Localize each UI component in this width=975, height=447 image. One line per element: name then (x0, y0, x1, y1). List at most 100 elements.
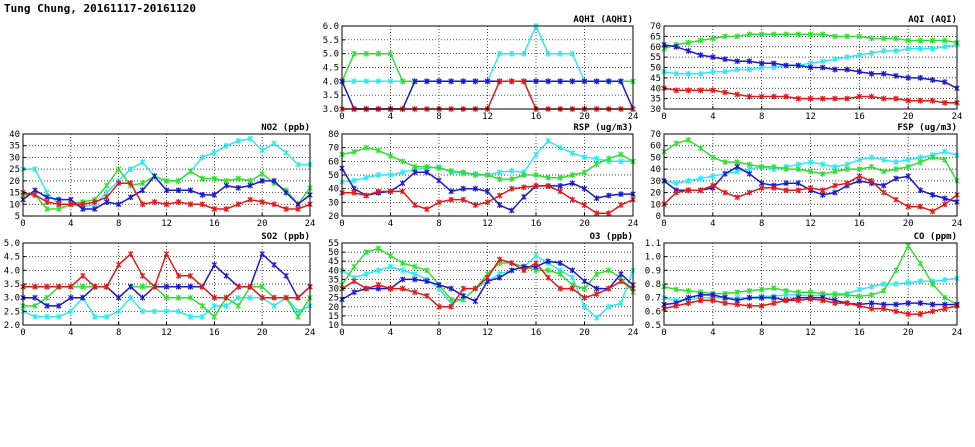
data-point-red (533, 260, 539, 266)
data-point-green (399, 158, 406, 165)
x-tick-label: 0 (339, 328, 344, 338)
data-point-red (697, 187, 704, 194)
data-point-blue (412, 169, 418, 176)
data-point-red (569, 196, 576, 203)
y-tick-label: 3.0 (323, 105, 339, 115)
data-point-blue (199, 192, 206, 198)
data-point-green (424, 163, 430, 170)
data-point-blue (115, 201, 122, 208)
data-point-red (151, 283, 158, 290)
data-point-red (56, 283, 62, 290)
data-point-red (673, 189, 679, 196)
data-point-blue (139, 294, 146, 301)
data-point-red (783, 187, 789, 194)
data-point-green (235, 302, 241, 309)
data-point-red (80, 272, 86, 279)
data-point-red (758, 93, 765, 100)
data-point-green (832, 33, 838, 40)
data-point-red (509, 260, 515, 266)
data-point-cyan (223, 142, 230, 149)
data-point-blue (685, 48, 692, 54)
data-point-cyan (893, 159, 899, 166)
data-point-red (581, 294, 588, 301)
data-point-red (496, 256, 503, 263)
data-point-green (856, 293, 863, 300)
data-point-blue (424, 78, 430, 85)
data-point-green (881, 35, 887, 42)
data-point-red (259, 294, 265, 301)
chart-title: NO2 (ppb) (261, 123, 310, 133)
data-point-green (375, 50, 382, 57)
data-point-cyan (295, 308, 301, 315)
data-point-red (387, 285, 394, 292)
y-tick-label: 5.0 (323, 50, 339, 60)
data-point-red (92, 199, 98, 205)
data-point-green (460, 169, 466, 176)
data-point-green (593, 161, 600, 167)
data-point-cyan (533, 252, 539, 259)
data-point-red (247, 283, 253, 290)
data-point-blue (127, 194, 134, 201)
data-point-red (472, 285, 479, 292)
x-tick-label: 12 (805, 112, 816, 122)
data-point-cyan (151, 308, 158, 315)
data-point-green (771, 163, 777, 170)
x-tick-label: 4 (710, 219, 715, 229)
data-point-red (819, 297, 826, 304)
data-point-red (569, 285, 576, 292)
data-point-cyan (545, 50, 551, 57)
data-point-red (722, 89, 728, 96)
y-tick-label: 10 (9, 200, 20, 210)
data-point-cyan (509, 50, 515, 57)
data-point-green (44, 294, 50, 301)
x-tick-label: 16 (854, 219, 865, 229)
data-point-cyan (710, 68, 716, 75)
data-point-blue (351, 289, 357, 296)
data-point-red (175, 272, 182, 279)
data-point-red (448, 303, 454, 310)
data-point-blue (424, 169, 430, 176)
x-tick-label: 24 (952, 219, 963, 229)
data-point-red (722, 300, 728, 307)
data-point-blue (509, 267, 515, 274)
data-point-cyan (593, 155, 600, 162)
data-point-blue (618, 78, 624, 85)
data-point-green (783, 287, 789, 294)
x-tick-label: 8 (116, 328, 121, 338)
data-point-cyan (103, 313, 110, 320)
data-point-cyan (259, 147, 265, 154)
y-tick-label: 25 (328, 294, 339, 304)
data-point-green (115, 166, 122, 173)
data-point-green (175, 294, 182, 301)
data-point-blue (484, 78, 491, 85)
data-point-blue (223, 182, 230, 189)
data-point-red (697, 297, 704, 304)
data-point-red (942, 201, 948, 208)
data-point-red (819, 187, 826, 194)
x-tick-label: 20 (903, 328, 914, 338)
data-point-red (917, 203, 924, 210)
data-point-blue (917, 187, 924, 194)
x-tick-label: 0 (661, 219, 666, 229)
x-tick-label: 16 (854, 328, 865, 338)
data-point-blue (710, 54, 716, 61)
y-tick-label: 80 (328, 130, 339, 140)
data-point-green (448, 296, 454, 303)
data-point-blue (881, 182, 887, 189)
data-point-red (363, 192, 369, 199)
data-point-green (844, 33, 850, 40)
data-point-blue (905, 300, 911, 307)
data-point-cyan (496, 50, 503, 57)
data-point-blue (734, 58, 740, 65)
data-point-red (271, 294, 277, 301)
y-tick-label: 30 (650, 105, 661, 115)
data-point-green (399, 78, 406, 85)
data-point-red (868, 305, 875, 312)
data-point-red (856, 93, 863, 100)
data-point-blue (942, 195, 948, 202)
data-point-red (545, 183, 551, 189)
data-point-green (363, 50, 369, 57)
data-point-red (856, 173, 863, 180)
